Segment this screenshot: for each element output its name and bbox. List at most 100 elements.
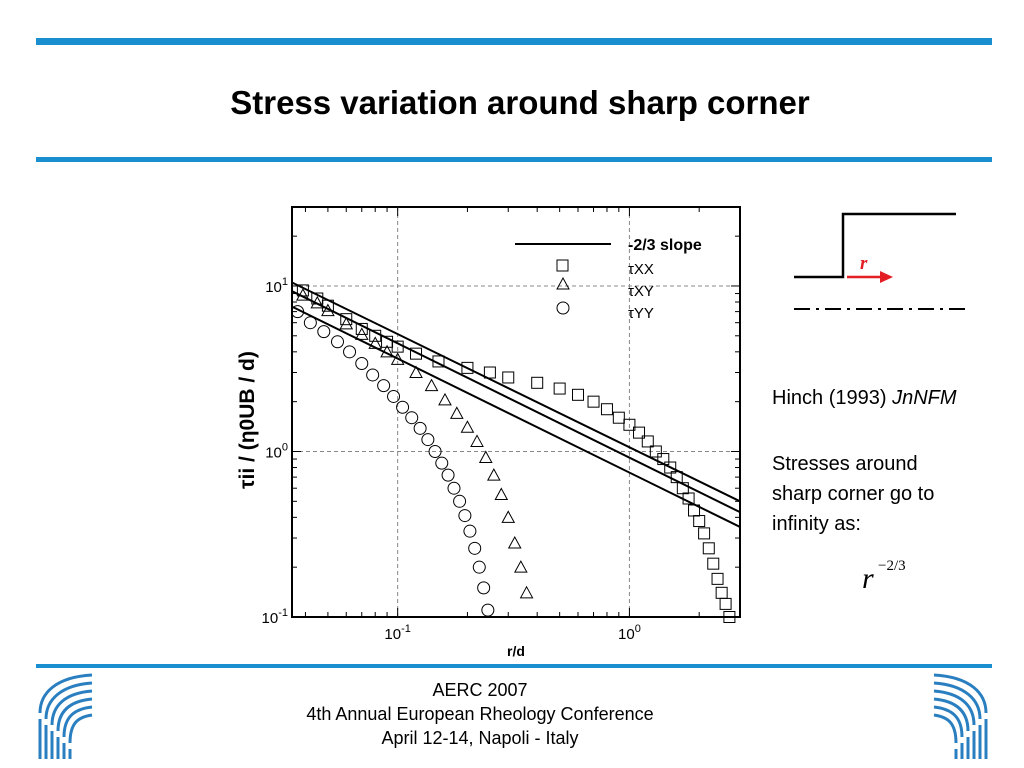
- slope-line: [291, 290, 741, 514]
- right-logo-icon: [933, 673, 988, 759]
- footer-line-3: April 12-14, Napoli - Italy: [381, 728, 579, 748]
- data-point-circle: [330, 335, 344, 349]
- data-point-square: [572, 388, 585, 401]
- data-point-square: [711, 572, 724, 585]
- data-point-circle: [317, 325, 331, 339]
- data-point-triangle: [507, 535, 522, 549]
- radial-arrow-label: r: [860, 253, 868, 274]
- y-tick-label: 100: [265, 441, 288, 461]
- data-point-square: [657, 453, 670, 466]
- slope-line: [291, 281, 741, 503]
- data-point-square: [355, 322, 368, 335]
- data-point-square: [587, 395, 600, 408]
- data-point-triangle: [310, 295, 325, 309]
- data-point-triangle: [501, 510, 516, 523]
- data-point-square: [719, 597, 732, 610]
- y-tick-label: 101: [265, 276, 288, 296]
- data-point-circle: [413, 421, 427, 435]
- data-point-square: [649, 445, 662, 458]
- legend-slope-label: -2/3 slope: [628, 237, 702, 254]
- data-point-circle: [477, 581, 491, 595]
- data-point-circle: [291, 305, 305, 319]
- explanation-line-2: sharp corner go to: [772, 483, 935, 505]
- footer-accent-bar: [36, 664, 992, 668]
- data-point-triangle: [486, 468, 501, 481]
- footer-line-1: AERC 2007: [432, 680, 528, 700]
- data-point-square: [698, 527, 711, 540]
- data-point-triangle: [321, 303, 335, 317]
- slide-title: Stress variation around sharp corner: [230, 84, 810, 121]
- corner-sketch: r: [794, 212, 966, 310]
- data-point-circle: [458, 509, 472, 523]
- data-point-square: [682, 492, 695, 505]
- data-point-square: [600, 403, 613, 416]
- data-point-square: [311, 292, 324, 305]
- data-point-circle: [387, 389, 401, 403]
- data-point-triangle: [513, 560, 528, 573]
- data-point-circle: [396, 400, 410, 414]
- data-point-triangle: [296, 288, 310, 301]
- formula-base: r: [862, 562, 874, 595]
- data-point-triangle: [354, 327, 369, 340]
- formula: r −2/3: [862, 558, 906, 595]
- data-point-square: [693, 515, 706, 528]
- left-logo-icon: [38, 673, 93, 759]
- top-accent-bar: [36, 38, 992, 45]
- data-point-triangle: [380, 344, 394, 358]
- data-point-circle: [468, 541, 482, 555]
- data-point-square: [707, 557, 720, 570]
- title-underline-bar: [36, 157, 992, 162]
- corner-wall-line: [794, 212, 956, 279]
- legend-triangle-marker: [556, 276, 570, 290]
- data-point-triangle: [449, 406, 464, 419]
- footer-line-2: 4th Annual European Rheology Conference: [306, 704, 654, 724]
- data-point-square: [702, 542, 715, 555]
- slope-line: [291, 305, 741, 528]
- plot-area: 10-1 100 10-1 100 101: [262, 206, 741, 643]
- data-point-triangle: [478, 450, 493, 463]
- data-point-circle: [481, 603, 495, 617]
- legend-square-marker: [556, 259, 569, 272]
- data-point-square: [461, 361, 474, 374]
- data-point-triangle: [424, 378, 439, 392]
- data-point-square: [391, 340, 404, 353]
- data-point-square: [553, 382, 566, 395]
- data-point-square: [410, 347, 423, 360]
- data-point-circle: [428, 444, 442, 458]
- x-tick-label: 10-1: [384, 623, 410, 643]
- legend-circle-marker: [556, 301, 570, 315]
- data-point-circle: [463, 524, 477, 538]
- data-point-square: [296, 284, 309, 297]
- data-point-square: [502, 371, 515, 384]
- footer: AERC 2007 4th Annual European Rheology C…: [230, 678, 730, 750]
- legend-series-1-label: τXX: [628, 261, 654, 278]
- explanation-line-3: infinity as:: [772, 513, 861, 535]
- data-point-triangle: [470, 434, 484, 447]
- data-point-circle: [405, 411, 419, 425]
- data-point-square: [723, 611, 736, 623]
- data-point-triangle: [519, 585, 534, 599]
- y-tick-label: 10-1: [262, 607, 288, 627]
- x-tick-label: 100: [618, 623, 641, 643]
- legend-series-2-label: τXY: [628, 283, 654, 300]
- data-point-circle: [453, 494, 467, 508]
- legend: -2/3 slope τXX τXY τYY: [515, 237, 702, 322]
- explanation-line-1: Stresses around: [772, 453, 918, 475]
- citation-author: Hinch (1993): [772, 387, 887, 409]
- data-point-circle: [472, 560, 486, 574]
- data-point-circle: [441, 468, 455, 482]
- data-point-triangle: [494, 487, 509, 500]
- legend-series-3-label: τYY: [628, 305, 654, 322]
- x-axis-label: r/d: [507, 643, 525, 659]
- data-point-square: [432, 355, 445, 368]
- data-point-triangle: [390, 352, 405, 365]
- data-point-circle: [421, 433, 435, 447]
- data-point-triangle: [460, 420, 475, 433]
- data-point-square: [531, 376, 544, 389]
- formula-exponent: −2/3: [878, 558, 906, 574]
- data-point-circle: [366, 368, 380, 382]
- data-point-square: [612, 411, 625, 424]
- data-point-circle: [435, 456, 449, 470]
- data-point-circle: [303, 316, 317, 330]
